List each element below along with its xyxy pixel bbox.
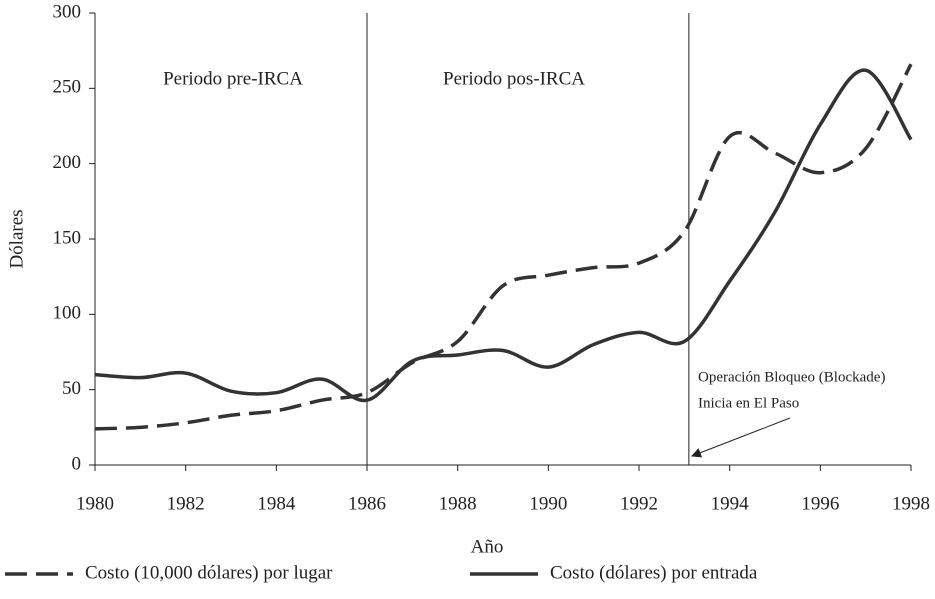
x-tick-label: 1980 bbox=[76, 493, 114, 514]
x-tick-label: 1992 bbox=[620, 493, 658, 514]
annotation-arrow bbox=[691, 417, 791, 458]
series-line bbox=[94, 63, 913, 431]
series-line bbox=[94, 68, 913, 402]
x-tick-label: 1988 bbox=[439, 493, 477, 514]
x-tick-label: 1998 bbox=[892, 493, 930, 514]
y-tick-label: 200 bbox=[53, 152, 82, 173]
x-tick-label: 1990 bbox=[529, 493, 567, 514]
y-tick-label: 100 bbox=[53, 303, 82, 324]
y-tick-label: 50 bbox=[62, 378, 81, 399]
x-axis-label: Año bbox=[471, 536, 504, 557]
x-tick-label: 1982 bbox=[167, 493, 205, 514]
legend-label: Costo (dólares) por entrada bbox=[550, 562, 758, 583]
x-tick-label: 1994 bbox=[711, 493, 750, 514]
y-tick-label: 150 bbox=[53, 227, 82, 248]
annotation: Inicia en El Paso bbox=[698, 395, 799, 411]
x-tick-label: 1984 bbox=[257, 493, 296, 514]
y-tick-label: 250 bbox=[53, 77, 82, 98]
x-tick-label: 1986 bbox=[348, 493, 386, 514]
annotation: Periodo pos-IRCA bbox=[443, 68, 585, 89]
annotation: Operación Bloqueo (Blockade) bbox=[698, 369, 885, 385]
y-tick-label: 0 bbox=[72, 453, 82, 474]
y-tick-label: 300 bbox=[53, 1, 82, 22]
legend-label: Costo (10,000 dólares) por lugar bbox=[85, 562, 333, 583]
annotation: Periodo pre-IRCA bbox=[163, 68, 303, 89]
x-tick-label: 1996 bbox=[801, 493, 839, 514]
y-axis-label: Dólares bbox=[6, 209, 27, 268]
